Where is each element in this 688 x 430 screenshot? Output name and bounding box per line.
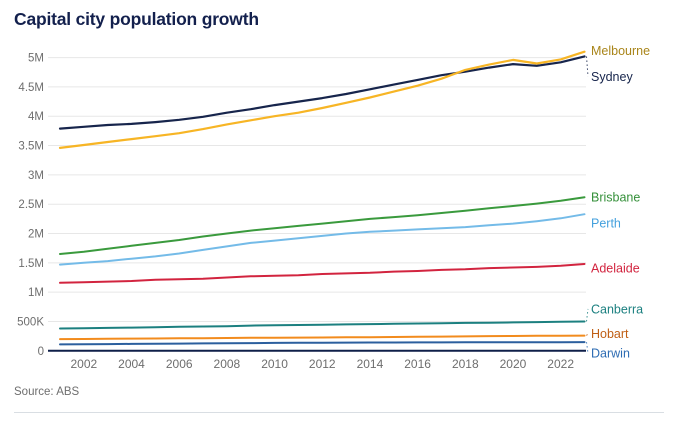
series-label-melbourne: Melbourne bbox=[591, 44, 650, 58]
label-connector-sydney bbox=[586, 56, 589, 77]
y-tick-label: 3M bbox=[28, 170, 44, 182]
series-line-hobart bbox=[59, 334, 586, 341]
series-line-darwin bbox=[59, 341, 586, 346]
x-tick-label: 2008 bbox=[214, 357, 241, 371]
x-tick-label: 2006 bbox=[166, 357, 193, 371]
y-tick-label: 3.5M bbox=[18, 141, 44, 153]
chart-title: Capital city population growth bbox=[14, 9, 259, 29]
y-tick-label: 500K bbox=[17, 316, 44, 328]
x-tick-label: 2004 bbox=[118, 357, 145, 371]
y-tick-label: 5M bbox=[28, 53, 44, 65]
series-line-perth bbox=[59, 213, 586, 266]
series-label-hobart: Hobart bbox=[591, 327, 629, 341]
series-label-perth: Perth bbox=[591, 217, 621, 231]
y-tick-label: 4M bbox=[28, 111, 44, 123]
y-tick-label: 1M bbox=[28, 287, 44, 299]
bottom-divider bbox=[14, 412, 664, 413]
x-tick-label: 2022 bbox=[547, 357, 574, 371]
series-line-adelaide bbox=[59, 263, 586, 284]
x-tick-label: 2010 bbox=[261, 357, 288, 371]
series-label-adelaide: Adelaide bbox=[591, 262, 640, 276]
source-note: Source: ABS bbox=[14, 386, 80, 398]
series-line-brisbane bbox=[59, 196, 586, 255]
x-tick-label: 2002 bbox=[70, 357, 97, 371]
x-tick-label: 2014 bbox=[357, 357, 384, 371]
label-connector-darwin bbox=[586, 342, 589, 354]
label-connector-canberra bbox=[586, 308, 589, 322]
y-tick-label: 2M bbox=[28, 229, 44, 241]
x-tick-label: 2020 bbox=[500, 357, 527, 371]
y-tick-label: 1.5M bbox=[18, 258, 44, 270]
y-tick-label: 0 bbox=[38, 346, 44, 358]
series-line-canberra bbox=[59, 320, 586, 330]
population-line-chart: 5M 4.5M 4M 3.5M 3M 2.5M 2M 1.5M 1M 500K 0 2002 2004 2… bbox=[17, 44, 650, 371]
x-tick-label: 2018 bbox=[452, 357, 479, 371]
series-line-melbourne bbox=[58, 50, 586, 149]
x-tick-label: 2012 bbox=[309, 357, 336, 371]
series-line-sydney bbox=[58, 55, 586, 130]
series-label-canberra: Canberra bbox=[591, 302, 643, 316]
label-connector-hobart bbox=[586, 333, 589, 336]
series-label-brisbane: Brisbane bbox=[591, 191, 640, 205]
y-tick-label: 4.5M bbox=[18, 82, 44, 94]
series-label-darwin: Darwin bbox=[591, 347, 630, 361]
y-tick-label: 2.5M bbox=[18, 199, 44, 211]
x-tick-label: 2016 bbox=[404, 357, 431, 371]
series-label-sydney: Sydney bbox=[591, 70, 633, 84]
